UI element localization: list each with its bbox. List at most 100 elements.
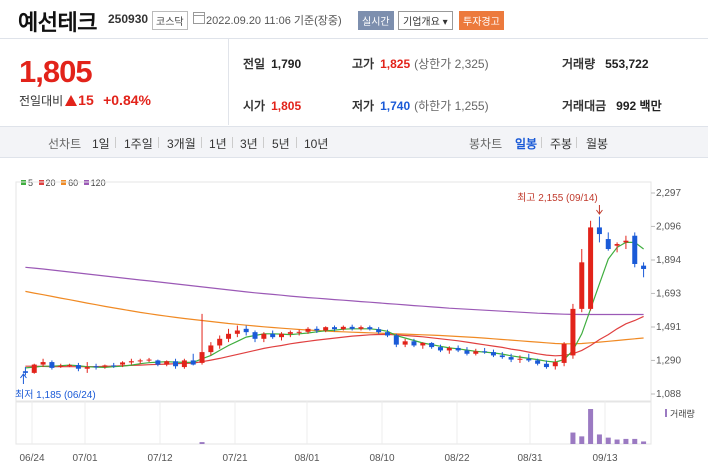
ma120-label: 120 bbox=[90, 178, 106, 188]
candle-body bbox=[349, 326, 355, 329]
tab-1d[interactable]: 1일 bbox=[92, 137, 110, 151]
candle-body bbox=[296, 331, 302, 333]
candle-body bbox=[314, 328, 320, 331]
open-price: 시가 1,805 bbox=[243, 99, 302, 113]
candle-body bbox=[367, 327, 373, 330]
company-info-dropdown[interactable]: 기업개요 ▾ bbox=[398, 11, 453, 30]
x-tick-label: 06/24 bbox=[19, 453, 44, 464]
volume-bar bbox=[199, 442, 205, 444]
candle-body bbox=[429, 342, 435, 348]
low-price: 저가 1,740 (하한가 1,255) bbox=[352, 99, 489, 113]
candle-body bbox=[420, 342, 426, 346]
candle-body bbox=[102, 365, 108, 367]
volume-bar bbox=[623, 438, 629, 444]
y-tick-label: 1,894 bbox=[656, 255, 681, 266]
candle-body bbox=[411, 341, 417, 346]
candle-body bbox=[517, 358, 523, 360]
candle-body bbox=[190, 360, 196, 365]
volume-legend-swatch bbox=[665, 409, 667, 417]
candle-body bbox=[49, 362, 55, 368]
stock-code: 250930 bbox=[108, 12, 149, 26]
candle-body bbox=[340, 326, 346, 330]
ma120-line bbox=[25, 266, 644, 316]
up-arrow-icon bbox=[65, 95, 78, 106]
ma5-label: 5 bbox=[28, 178, 34, 188]
high-price: 고가 1,825 (상한가 2,325) bbox=[352, 57, 489, 71]
volume-bar bbox=[579, 436, 585, 444]
candle-body bbox=[482, 351, 488, 353]
line-chart-label: 선차트 bbox=[48, 137, 82, 151]
volume-bar bbox=[605, 437, 611, 444]
tab-10y[interactable]: 10년 bbox=[304, 137, 329, 151]
candle-body bbox=[75, 365, 81, 369]
candle-body bbox=[535, 360, 541, 364]
candle-body bbox=[384, 332, 390, 336]
y-tick-label: 1,693 bbox=[656, 288, 681, 299]
candle-body bbox=[22, 371, 28, 373]
tab-5y[interactable]: 5년 bbox=[272, 137, 290, 151]
candle-body bbox=[120, 362, 126, 365]
candle-body bbox=[208, 345, 214, 353]
candle-body bbox=[279, 333, 285, 338]
candle-body bbox=[376, 329, 382, 333]
current-price: 1,805 bbox=[19, 54, 93, 89]
volume-bar bbox=[596, 434, 602, 444]
stock-header: 예선테크 250930 코스닥 2022.09.20 11:06 기준(장중) … bbox=[0, 0, 708, 39]
x-tick-label: 08/10 bbox=[369, 453, 394, 464]
y-tick-label: 1,088 bbox=[656, 389, 681, 400]
ma60-line bbox=[25, 290, 644, 345]
candle-body bbox=[58, 365, 64, 367]
divider bbox=[228, 39, 229, 125]
candle-body bbox=[437, 347, 443, 351]
calendar-icon bbox=[193, 12, 205, 24]
candle-body bbox=[84, 367, 90, 369]
candle-body bbox=[490, 352, 496, 356]
candle-body bbox=[570, 308, 576, 356]
candle-body bbox=[261, 333, 267, 339]
low-annotation: 최저 1,185 (06/24) bbox=[15, 389, 96, 401]
candle-body bbox=[287, 332, 293, 334]
candle-body bbox=[552, 362, 558, 367]
candle-body bbox=[217, 338, 223, 346]
candle-body bbox=[588, 227, 594, 309]
candle-body bbox=[155, 360, 161, 365]
volume-bar bbox=[641, 441, 647, 444]
x-tick-label: 09/13 bbox=[592, 453, 617, 464]
volume-bar bbox=[614, 439, 620, 444]
ma20-line bbox=[25, 315, 644, 368]
candle-body bbox=[199, 352, 205, 363]
candle-body bbox=[226, 333, 232, 339]
change-percent: +0.84% bbox=[103, 92, 151, 108]
tab-monthly[interactable]: 월봉 bbox=[586, 137, 609, 151]
tab-1w[interactable]: 1주일 bbox=[124, 137, 153, 151]
candle-body bbox=[614, 244, 620, 246]
price-plot-frame bbox=[15, 181, 652, 403]
candle-body bbox=[455, 347, 461, 351]
realtime-button[interactable]: 실시간 bbox=[358, 11, 394, 30]
x-tick-label: 08/31 bbox=[517, 453, 542, 464]
tab-3y[interactable]: 3년 bbox=[240, 137, 258, 151]
candle-body bbox=[111, 365, 117, 367]
candle-body bbox=[323, 327, 329, 331]
candle-body bbox=[464, 350, 470, 354]
candle-body bbox=[67, 365, 73, 367]
quote-datetime: 2022.09.20 11:06 기준(장중) bbox=[206, 15, 342, 27]
tab-1y[interactable]: 1년 bbox=[209, 137, 227, 151]
y-tick-label: 1,290 bbox=[656, 355, 681, 366]
tab-3m[interactable]: 3개월 bbox=[167, 137, 196, 151]
change-label: 전일대비 bbox=[19, 94, 64, 108]
y-tick-label: 2,096 bbox=[656, 221, 681, 232]
tab-daily[interactable]: 일봉 bbox=[515, 137, 538, 151]
tab-weekly[interactable]: 주봉 bbox=[550, 137, 573, 151]
market-badge: 코스닥 bbox=[152, 11, 188, 30]
prev-close: 전일 1,790 bbox=[243, 57, 302, 71]
x-tick-label: 08/22 bbox=[444, 453, 469, 464]
x-tick-label: 07/01 bbox=[72, 453, 97, 464]
candle-body bbox=[596, 227, 602, 235]
candle-body bbox=[526, 358, 532, 361]
candle-body bbox=[473, 351, 479, 354]
candle-body bbox=[40, 362, 46, 365]
candle-body bbox=[623, 240, 629, 243]
candle-body bbox=[164, 361, 170, 365]
